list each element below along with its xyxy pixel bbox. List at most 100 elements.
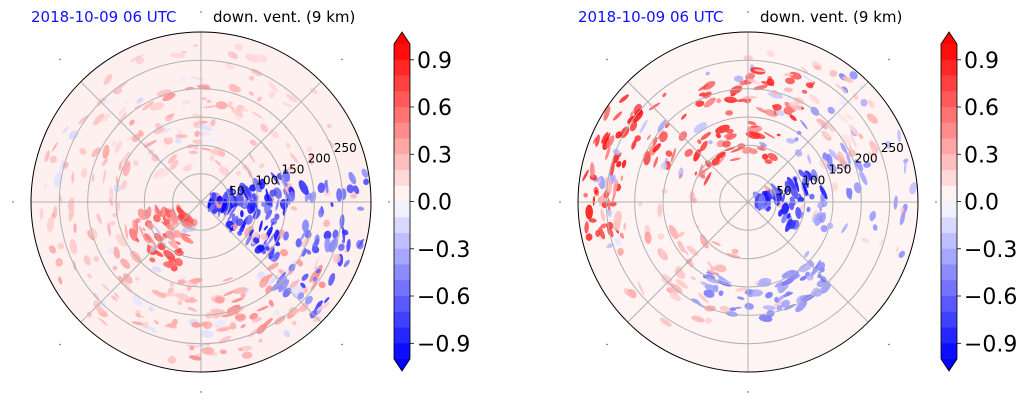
field-cell xyxy=(583,192,588,198)
field-cell xyxy=(177,279,186,285)
field-cell xyxy=(725,97,737,100)
field-cell xyxy=(114,140,123,154)
field-cell xyxy=(806,274,814,281)
field-cell xyxy=(736,296,745,300)
field-cell xyxy=(227,51,239,60)
field-cell xyxy=(174,248,184,257)
field-cell xyxy=(252,193,257,200)
field-cell xyxy=(240,108,249,112)
field-cell xyxy=(144,232,152,242)
colorbar-level xyxy=(941,280,957,297)
field-cell xyxy=(68,205,75,222)
field-cell xyxy=(273,310,280,316)
field-cell xyxy=(309,154,314,165)
field-cell xyxy=(811,169,818,182)
field-cell xyxy=(819,185,828,200)
field-cell xyxy=(849,71,858,80)
field-cell xyxy=(806,183,809,188)
field-cell xyxy=(236,192,244,207)
field-cell xyxy=(206,99,212,104)
field-cell xyxy=(79,147,87,155)
field-cell xyxy=(107,222,111,237)
field-cell xyxy=(135,237,140,243)
colorbar-tick-label: 0.3 xyxy=(964,143,999,168)
colorbar-level xyxy=(394,44,410,61)
angular-tick-mark xyxy=(200,391,202,393)
field-cell xyxy=(218,150,226,158)
field-cell xyxy=(120,258,131,269)
field-cell xyxy=(678,173,683,179)
colorbar-level xyxy=(394,296,410,313)
field-layer xyxy=(39,43,370,364)
field-cell xyxy=(836,155,848,168)
angular-tick-mark xyxy=(888,343,890,346)
field-cell xyxy=(605,135,615,149)
field-cell xyxy=(299,302,309,312)
field-cell xyxy=(189,345,195,351)
field-cell xyxy=(71,171,75,184)
field-cell xyxy=(827,123,835,133)
field-cell xyxy=(700,281,709,286)
field-cell xyxy=(780,299,790,308)
field-cell xyxy=(597,178,601,186)
field-cell xyxy=(305,249,312,255)
field-cell xyxy=(234,313,247,321)
field-cell xyxy=(860,98,868,107)
field-cell xyxy=(128,228,138,242)
field-cell xyxy=(706,278,723,284)
field-cell xyxy=(245,187,251,198)
field-cell xyxy=(798,169,805,178)
field-cell xyxy=(207,198,212,209)
field-cell xyxy=(610,160,615,176)
field-cell xyxy=(909,182,918,195)
field-cell xyxy=(314,304,319,312)
field-cell xyxy=(600,208,605,222)
field-cell xyxy=(245,234,253,246)
field-cell xyxy=(62,126,69,135)
field-cell xyxy=(254,244,265,254)
field-cell xyxy=(837,112,848,123)
field-cell xyxy=(166,137,173,143)
field-cell xyxy=(878,239,884,247)
colorbar-level xyxy=(394,233,410,250)
field-cell xyxy=(867,99,875,109)
field-cell xyxy=(722,140,731,148)
field-cell xyxy=(763,202,771,211)
field-cell xyxy=(240,186,249,201)
field-cell xyxy=(810,287,820,297)
colorbar-outline xyxy=(393,31,411,372)
field-cell xyxy=(670,283,683,294)
field-cell xyxy=(348,171,357,185)
field-cell xyxy=(228,101,234,106)
field-cell xyxy=(783,87,793,93)
field-cell xyxy=(57,242,65,250)
field-cell xyxy=(678,167,684,179)
colorbar-level xyxy=(394,170,410,187)
field-cell xyxy=(789,71,802,80)
field-cell xyxy=(758,277,772,285)
field-cell xyxy=(778,209,783,217)
angular-grid-spoke xyxy=(200,81,322,203)
field-cell xyxy=(592,195,596,206)
field-cell xyxy=(845,113,853,120)
colorbar-tick-label: −0.6 xyxy=(417,285,470,310)
field-cell xyxy=(350,193,357,199)
field-cell xyxy=(600,223,608,229)
field-cell xyxy=(138,129,144,137)
field-cell xyxy=(744,289,754,295)
field-cell xyxy=(131,294,143,307)
field-cell xyxy=(704,284,719,293)
field-cell xyxy=(617,247,624,255)
field-cell xyxy=(231,213,235,223)
field-cell xyxy=(248,75,255,81)
field-cell xyxy=(180,104,186,110)
field-cell xyxy=(336,188,343,202)
field-cell xyxy=(332,254,341,264)
field-cell xyxy=(603,105,611,121)
field-cell xyxy=(310,281,317,291)
right-title-time: 2018-10-09 06 UTC xyxy=(578,8,724,26)
field-cell xyxy=(177,300,183,306)
field-cell xyxy=(338,243,345,252)
field-cell xyxy=(86,311,92,318)
field-cell xyxy=(729,85,743,95)
